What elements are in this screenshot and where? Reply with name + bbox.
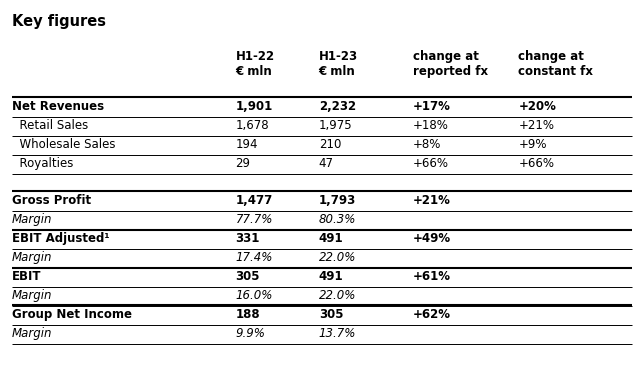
Text: +61%: +61% [413,270,451,283]
Text: 29: 29 [236,157,250,170]
Text: Retail Sales: Retail Sales [12,119,88,132]
Text: 194: 194 [236,138,258,151]
Text: 22.0%: 22.0% [319,251,356,264]
Text: +21%: +21% [413,194,451,207]
Text: Royalties: Royalties [12,157,73,170]
Text: 305: 305 [236,270,260,283]
Text: EBIT: EBIT [12,270,41,283]
Text: +8%: +8% [413,138,441,151]
Text: 331: 331 [236,232,260,245]
Text: H1-23
€ mln: H1-23 € mln [319,50,358,78]
Text: EBIT Adjusted¹: EBIT Adjusted¹ [12,232,109,245]
Text: Margin: Margin [12,289,52,302]
Text: Group Net Income: Group Net Income [12,308,132,321]
Text: Gross Profit: Gross Profit [12,194,91,207]
Text: 210: 210 [319,138,341,151]
Text: 188: 188 [236,308,260,321]
Text: 1,793: 1,793 [319,194,356,207]
Text: change at
reported fx: change at reported fx [413,50,488,78]
Text: 16.0%: 16.0% [236,289,273,302]
Text: 9.9%: 9.9% [236,327,266,340]
Text: 1,975: 1,975 [319,119,353,132]
Text: +66%: +66% [413,157,449,170]
Text: 13.7%: 13.7% [319,327,356,340]
Text: +9%: +9% [518,138,547,151]
Text: change at
constant fx: change at constant fx [518,50,593,78]
Text: 80.3%: 80.3% [319,213,356,226]
Text: +62%: +62% [413,308,451,321]
Text: H1-22
€ mln: H1-22 € mln [236,50,275,78]
Text: Wholesale Sales: Wholesale Sales [12,138,115,151]
Text: Margin: Margin [12,327,52,340]
Text: +20%: +20% [518,100,556,113]
Text: 305: 305 [319,308,343,321]
Text: 491: 491 [319,232,343,245]
Text: +18%: +18% [413,119,449,132]
Text: 2,232: 2,232 [319,100,356,113]
Text: +66%: +66% [518,157,554,170]
Text: 47: 47 [319,157,333,170]
Text: Margin: Margin [12,213,52,226]
Text: 22.0%: 22.0% [319,289,356,302]
Text: +17%: +17% [413,100,451,113]
Text: 1,477: 1,477 [236,194,273,207]
Text: 77.7%: 77.7% [236,213,273,226]
Text: +49%: +49% [413,232,451,245]
Text: Net Revenues: Net Revenues [12,100,104,113]
Text: Margin: Margin [12,251,52,264]
Text: 491: 491 [319,270,343,283]
Text: +21%: +21% [518,119,554,132]
Text: 1,901: 1,901 [236,100,273,113]
Text: Key figures: Key figures [12,14,106,29]
Text: 1,678: 1,678 [236,119,269,132]
Text: 17.4%: 17.4% [236,251,273,264]
